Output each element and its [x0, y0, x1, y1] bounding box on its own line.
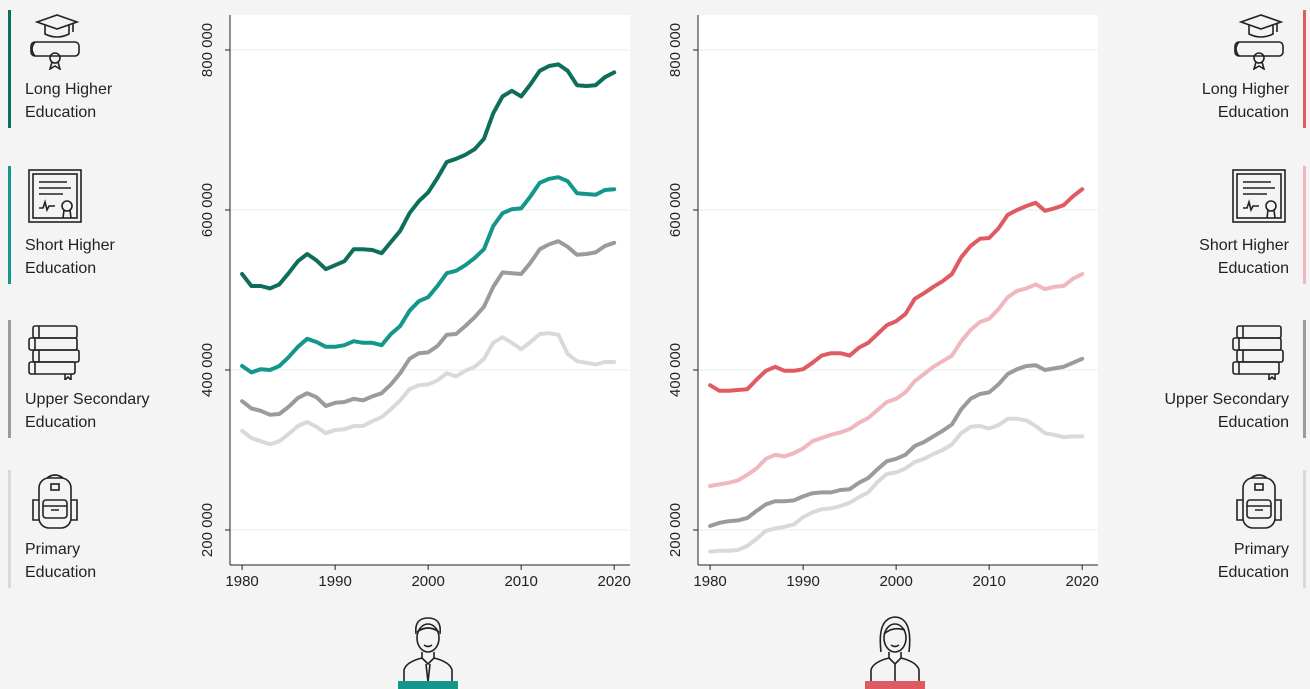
x-tick-label: 2000: [411, 573, 444, 590]
y-tick-label: 400 000: [667, 343, 684, 397]
icon: [25, 166, 85, 226]
legend-item: Primary Education: [8, 470, 120, 588]
legend-item: Short Higher Education: [1139, 166, 1306, 284]
woman-icon: [871, 617, 919, 682]
legend-item: Upper Secondary Education: [8, 320, 175, 438]
x-tick-label: 1980: [693, 573, 726, 590]
x-tick-label: 1990: [318, 573, 351, 590]
chart: 200 000 400 000 600 000 800 000 1980 1990 2000…: [0, 0, 1310, 689]
legend-label: Upper Secondary Education: [1139, 388, 1289, 434]
y-tick-label: 400 000: [199, 343, 216, 397]
legend-item: Short Higher Education: [8, 166, 175, 284]
legend-label: Short Higher Education: [25, 234, 175, 280]
y-tick-label: 600 000: [667, 183, 684, 237]
icon: [1229, 470, 1289, 530]
legend-swatch: [8, 470, 11, 588]
y-tick-label: 200 000: [667, 503, 684, 557]
x-tick-label: 1980: [225, 573, 258, 590]
legend-swatch: [8, 10, 11, 128]
plot-area: [230, 15, 630, 565]
legend-item: Primary Education: [1194, 470, 1306, 588]
men-marker: [398, 681, 458, 689]
icon: [25, 320, 85, 380]
legend-item: Long Higher Education: [8, 10, 175, 128]
legend-item: Long Higher Education: [1139, 10, 1306, 128]
y-tick-label: 200 000: [199, 503, 216, 557]
legend-swatch: [1303, 320, 1306, 438]
y-tick-label: 800 000: [199, 23, 216, 77]
x-tick-label: 2020: [597, 573, 630, 590]
x-tick-label: 2010: [972, 573, 1005, 590]
legend-swatch: [8, 166, 11, 284]
icon: [1229, 320, 1289, 380]
x-tick-label: 2000: [879, 573, 912, 590]
page: 200 000 400 000 600 000 800 000 1980 1990 2000…: [0, 0, 1310, 689]
x-tick-label: 1990: [786, 573, 819, 590]
legend-swatch: [8, 320, 11, 438]
legend-label: Primary Education: [1194, 538, 1289, 584]
y-tick-label: 600 000: [199, 183, 216, 237]
x-tick-label: 2010: [504, 573, 537, 590]
legend-swatch: [1303, 470, 1306, 588]
legend-label: Long Higher Education: [25, 78, 175, 124]
icon: [1229, 166, 1289, 226]
plot-area: [698, 15, 1098, 565]
legend-label: Short Higher Education: [1139, 234, 1289, 280]
icon: [25, 470, 85, 530]
x-tick-label: 2020: [1065, 573, 1098, 590]
icon: [1229, 10, 1289, 70]
legend-label: Primary Education: [25, 538, 120, 584]
legend-label: Upper Secondary Education: [25, 388, 175, 434]
man-icon: [404, 618, 452, 682]
legend-item: Upper Secondary Education: [1139, 320, 1306, 438]
legend-label: Long Higher Education: [1139, 78, 1289, 124]
icon: [25, 10, 85, 70]
legend-swatch: [1303, 10, 1306, 128]
legend-swatch: [1303, 166, 1306, 284]
women-marker: [865, 681, 925, 689]
y-tick-label: 800 000: [667, 23, 684, 77]
